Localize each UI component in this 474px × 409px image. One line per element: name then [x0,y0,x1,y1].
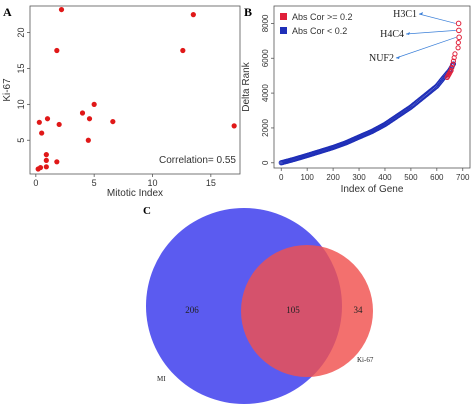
panel-b-callout-arrowhead [406,32,410,35]
panel-b-point-high [455,39,461,46]
panel-a-data-point [44,116,51,122]
panel-a-y-tick-label: 20 [16,28,26,38]
venn-count-intersection: 105 [286,305,300,315]
panel-b-y-tick-label: 0 [261,160,270,165]
panel-b-x-tick-label: 100 [301,173,315,182]
panel-b-point-high [450,61,456,68]
panel-a-data-point [58,6,65,13]
panel-b-y-tick-label: 8000 [261,14,270,32]
panel-a-x-tick-label: 10 [147,178,157,188]
panel-a-data-point [180,47,186,54]
panel-a-data-point [36,119,42,125]
panel-b-x-tick-label: 700 [456,173,470,182]
panel-a-scatter-chart: A 0 5 10 15 5 10 15 20 Mitotic Index Ki-67 Cor… [2,5,241,199]
panel-b-point-top [456,34,462,41]
panel-a-plot-frame [29,5,241,175]
legend-swatch-low [280,27,287,34]
panel-b-x-tick-label: 600 [430,173,444,182]
panel-b-x-ticks: 0 100 200 300 400 500 600 700 [279,168,470,182]
venn-set-label-mi: MI [157,375,166,383]
panel-a-data-point [110,118,116,125]
panel-b-y-axis-label: Delta Rank [241,61,252,111]
panel-a-y-tick-label: 15 [16,63,26,73]
panel-b-x-axis-label: Index of Gene [341,184,404,195]
panel-a-y-tick-label: 10 [16,99,26,109]
panel-a-data-point [54,159,60,165]
panel-b-label: B [244,5,252,19]
panel-b-x-tick-label: 300 [352,173,366,182]
panel-b-point-high [455,45,461,51]
panel-a-data-point [43,164,49,170]
panel-b-plot-frame [273,5,471,169]
panel-a-x-tick-label: 15 [206,178,216,188]
legend-swatch-high [280,13,287,20]
panel-b-legend: Abs Cor >= 0.2 Abs Cor < 0.2 [280,12,353,36]
panel-a-data-point [91,101,97,107]
panel-a-points [35,6,237,172]
panel-b-gene-label: H3C1 [393,9,417,20]
venn-count-mi-only: 206 [185,305,199,315]
panel-a-data-point [54,47,60,54]
panel-b-point-high [449,64,455,71]
panel-b-callout-arrow [418,13,456,24]
panel-b-x-tick-label: 200 [326,173,340,182]
panel-b-gene-label: NUF2 [369,53,394,64]
panel-a-data-point [85,137,91,143]
panel-b-point-high [448,67,454,74]
panel-b-x-tick-label: 400 [378,173,392,182]
panel-b-callout-arrow [405,30,456,35]
panel-a-x-tick-label: 5 [92,178,97,188]
panel-a-y-tick-label: 5 [16,138,26,143]
panel-b-callout-arrowhead [419,12,423,15]
panel-b-point-top [456,27,462,34]
panel-a-x-tick-label: 0 [33,178,38,188]
panel-a-x-axis-label: Mitotic Index [107,188,163,199]
panel-a-data-point [37,164,44,171]
panel-b-x-tick-label: 500 [404,173,418,182]
panel-a-data-point [231,123,237,129]
panel-b-gene-callouts: H3C1 H4C4 NUF2 [369,9,457,64]
panel-b-y-tick-label: 6000 [261,49,270,67]
panel-b-callout-arrowhead [396,56,400,59]
panel-b-y-tick-label: 2000 [261,118,270,136]
panel-b-scatter-chart: B 0 100 200 300 400 500 600 700 0 2000 4000 6000 80… [241,5,471,195]
legend-label-low: Abs Cor < 0.2 [292,26,347,36]
panel-a-data-point [190,12,196,18]
panel-a-y-ticks: 5 10 15 20 [16,28,30,143]
panel-c-venn-diagram: C 206 105 34 MI Ki-67 [143,205,374,404]
panel-a-label: A [3,5,12,19]
venn-count-ki67-only: 34 [354,305,364,315]
panel-c-label: C [143,205,151,217]
panel-a-correlation-annotation: Correlation= 0.55 [159,155,236,166]
panel-a-data-point [43,157,49,163]
panel-b-gene-label: H4C4 [380,29,404,40]
venn-set-label-ki67: Ki-67 [357,356,374,364]
legend-label-high: Abs Cor >= 0.2 [292,12,353,22]
panel-a-y-axis-label: Ki-67 [2,78,13,102]
panel-a-data-point [39,130,45,136]
venn-circle-ki67 [241,245,373,377]
panel-a-x-ticks: 0 5 10 15 [33,174,216,188]
panel-b-y-tick-label: 4000 [261,84,270,102]
panel-a-data-point [79,110,86,116]
panel-b-point-top [455,20,462,27]
panel-a-data-point [43,152,49,158]
panel-b-point-high [452,51,458,57]
panel-b-x-tick-label: 0 [279,173,284,182]
panel-b-y-ticks: 0 2000 4000 6000 8000 [261,14,274,165]
panel-a-data-point [86,116,93,122]
panel-b-callout-arrow [395,37,457,59]
panel-a-data-point [56,121,62,128]
panel-b-point-high [450,58,457,64]
panel-b-points [278,20,462,166]
